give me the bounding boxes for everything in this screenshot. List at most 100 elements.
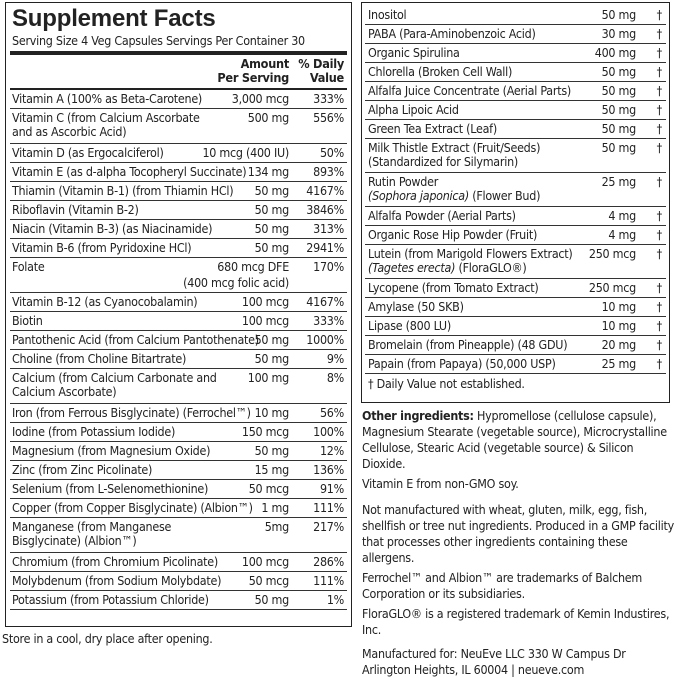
dagger-symbol: † bbox=[656, 140, 663, 155]
nutrient-daily-value: 333% bbox=[313, 313, 344, 328]
ingredient-row: Bromelain (from Pineapple) (48 GDU) 20 mg… bbox=[365, 336, 666, 355]
nutrient-list: Vitamin A (100% as Beta-Carotene) 3,000 m… bbox=[10, 90, 347, 610]
nutrient-name: Choline (from Choline Bitartrate) bbox=[12, 351, 187, 366]
ingredient-name: Lipase (800 LU) bbox=[368, 318, 451, 333]
nutrient-name: Manganese (from Manganese Bisglycinate) … bbox=[12, 519, 172, 548]
amount-header: Amount Per Serving bbox=[217, 57, 289, 85]
ingredient-amount: 50 mg bbox=[601, 140, 637, 155]
ingredient-row: PABA (Para-Aminobenzoic Acid) 30 mg † bbox=[365, 25, 666, 44]
ingredient-name: Green Tea Extract (Leaf) bbox=[368, 121, 497, 136]
nutrient-daily-value: 4167% bbox=[306, 183, 344, 198]
nutrient-name: Zinc (from Zinc Picolinate) bbox=[12, 462, 153, 477]
nutrient-row: Biotin 100 mcg 333% bbox=[10, 312, 347, 331]
ingredient-amount: 50 mg bbox=[601, 7, 637, 22]
ingredient-row: Lycopene (from Tomato Extract) 250 mcg † bbox=[365, 279, 666, 298]
nutrient-daily-value: 1% bbox=[326, 592, 344, 607]
ingredient-name: Milk Thistle Extract (Fruit/Seeds) bbox=[368, 140, 541, 155]
ingredient-row: Lipase (800 LU) 10 mg † bbox=[365, 317, 666, 336]
nutrient-row: Iodine (from Potassium Iodide) 150 mcg 100… bbox=[10, 423, 347, 442]
nutrient-name: Molybdenum (from Sodium Molybdate) bbox=[12, 573, 222, 588]
dv-header: % Daily Value bbox=[298, 57, 344, 85]
nutrient-amount: 10 mg bbox=[254, 405, 290, 420]
nutrient-amount: 100 mcg bbox=[241, 554, 289, 569]
other-ingredients: Other ingredients: Hypromellose (cellulo… bbox=[362, 408, 678, 472]
ingredient-amount: 25 mg bbox=[601, 174, 637, 189]
dagger-symbol: † bbox=[656, 208, 663, 223]
nutrient-name: Vitamin A (100% as Beta-Carotene) bbox=[12, 91, 203, 106]
nutrient-daily-value: 313% bbox=[313, 221, 344, 236]
ingredient-amount: 50 mg bbox=[601, 102, 637, 117]
ingredient-row: Organic Spirulina 400 mg † bbox=[365, 44, 666, 63]
nutrient-amount: 500 mg bbox=[247, 110, 290, 125]
manufacturer-line2: Arlington Heights, IL 60004 | neueve.com bbox=[362, 662, 585, 677]
serving-info: Serving Size 4 Veg Capsules Servings Per… bbox=[12, 33, 305, 48]
dagger-symbol: † bbox=[656, 7, 663, 22]
nutrient-daily-value: 170% bbox=[313, 259, 344, 274]
nutrient-daily-value: 3846% bbox=[306, 202, 344, 217]
nutrient-name: Vitamin B-12 (as Cyanocobalamin) bbox=[12, 294, 198, 309]
nutrient-daily-value: 8% bbox=[326, 370, 344, 385]
nutrient-daily-value: 50% bbox=[319, 145, 344, 160]
nutrient-row: Folate 680 mcg DFE (400 mcg folic acid) 170… bbox=[10, 258, 347, 293]
nutrient-daily-value: 556% bbox=[313, 110, 344, 125]
nutrient-row: Magnesium (from Magnesium Oxide) 50 mg 12% bbox=[10, 442, 347, 461]
nutrient-amount: 100 mg bbox=[247, 370, 290, 385]
nutrient-name: Iron (from Ferrous Bisglycinate) (Ferroc… bbox=[12, 405, 251, 420]
ingredient-row: Alpha Lipoic Acid 50 mg † bbox=[365, 101, 666, 120]
nutrient-row: Zinc (from Zinc Picolinate) 15 mg 136% bbox=[10, 461, 347, 480]
panel-title: Supplement Facts bbox=[12, 5, 216, 32]
nutrient-name: Vitamin E (as d-alpha Tocopheryl Succina… bbox=[12, 164, 247, 179]
nutrient-name: Thiamin (Vitamin B-1) (from Thiamin HCl) bbox=[12, 183, 234, 198]
manufacturer-line1: Manufactured for: NeuEve LLC 330 W Campu… bbox=[362, 646, 626, 661]
nutrient-row: Pantothenic Acid (from Calcium Pantothen… bbox=[10, 331, 347, 350]
nutrient-name: Vitamin D (as Ergocalciferol) bbox=[12, 145, 164, 160]
ingredient-name-detail: (Sophora japonica) (Flower Bud) bbox=[368, 189, 666, 203]
ingredient-name-detail: (Tagetes erecta) (FloraGLO®) bbox=[368, 261, 666, 275]
ingredient-amount: 10 mg bbox=[601, 299, 637, 314]
dagger-symbol: † bbox=[656, 174, 663, 189]
nutrient-name: Calcium (from Calcium Carbonate and Calc… bbox=[12, 370, 217, 399]
ingredient-amount: 250 mcg bbox=[588, 246, 636, 261]
nutrient-daily-value: 217% bbox=[313, 519, 344, 534]
nutrient-amount: 10 mcg (400 IU) bbox=[202, 145, 289, 160]
nutrient-row: Riboflavin (Vitamin B-2) 50 mg 3846% bbox=[10, 201, 347, 220]
ingredient-row: Chlorella (Broken Cell Wall) 50 mg † bbox=[365, 63, 666, 82]
ingredient-name: Chlorella (Broken Cell Wall) bbox=[368, 64, 513, 79]
ingredient-name: PABA (Para-Aminobenzoic Acid) bbox=[368, 26, 536, 41]
nutrient-name: Riboflavin (Vitamin B-2) bbox=[12, 202, 139, 217]
nutrient-row: Copper (from Copper Bisglycinate) (Albio… bbox=[10, 499, 347, 518]
nutrient-row: Iron (from Ferrous Bisglycinate) (Ferroc… bbox=[10, 404, 347, 423]
amount-header-line1: Amount bbox=[240, 56, 290, 71]
ingredient-row: Organic Rose Hip Powder (Fruit) 4 mg † bbox=[365, 226, 666, 245]
nutrient-amount: 100 mcg bbox=[241, 294, 289, 309]
nutrient-amount-detail: (400 mcg folic acid) bbox=[183, 275, 289, 290]
ingredient-amount: 50 mg bbox=[601, 83, 637, 98]
nutrient-amount: 50 mg bbox=[254, 240, 290, 255]
nutrient-row: Molybdenum (from Sodium Molybdate) 50 mcg… bbox=[10, 572, 347, 591]
dagger-symbol: † bbox=[656, 102, 663, 117]
dv-header-line2: Value bbox=[309, 70, 344, 85]
nutrient-amount: 50 mg bbox=[254, 183, 290, 198]
ingredient-list: Inositol 50 mg † PABA (Para-Aminobenzoic Ac… bbox=[365, 6, 666, 374]
ingredient-amount: 4 mg bbox=[608, 227, 636, 242]
nutrient-name: Chromium (from Chromium Picolinate) bbox=[12, 554, 219, 569]
ingredient-name: Bromelain (from Pineapple) (48 GDU) bbox=[368, 337, 568, 352]
label-notes: Other ingredients: Hypromellose (cellulo… bbox=[362, 408, 678, 678]
nutrient-daily-value: 12% bbox=[319, 443, 344, 458]
nutrient-daily-value: 333% bbox=[313, 91, 344, 106]
nutrient-daily-value: 56% bbox=[319, 405, 344, 420]
nutrient-name: Vitamin B-6 (from Pyridoxine HCl) bbox=[12, 240, 192, 255]
ingredient-name: Alfalfa Juice Concentrate (Aerial Parts) bbox=[368, 83, 571, 98]
nutrient-row: Chromium (from Chromium Picolinate) 100 m… bbox=[10, 553, 347, 572]
nutrient-row: Vitamin E (as d-alpha Tocopheryl Succina… bbox=[10, 163, 347, 182]
column-header: Amount Per Serving % Daily Value bbox=[10, 55, 347, 90]
ingredient-name: Lutein (from Marigold Flowers Extract) bbox=[368, 246, 573, 261]
dv-header-line1: % Daily bbox=[298, 56, 344, 71]
nutrient-amount: 150 mcg bbox=[241, 424, 289, 439]
nutrient-amount: 3,000 mcg bbox=[231, 91, 290, 106]
ingredient-name: Alpha Lipoic Acid bbox=[368, 102, 459, 117]
nutrient-daily-value: 100% bbox=[313, 424, 344, 439]
nutrient-amount: 50 mg bbox=[254, 332, 290, 347]
dagger-symbol: † bbox=[656, 280, 663, 295]
ingredient-name: Alfalfa Powder (Aerial Parts) bbox=[368, 208, 516, 223]
